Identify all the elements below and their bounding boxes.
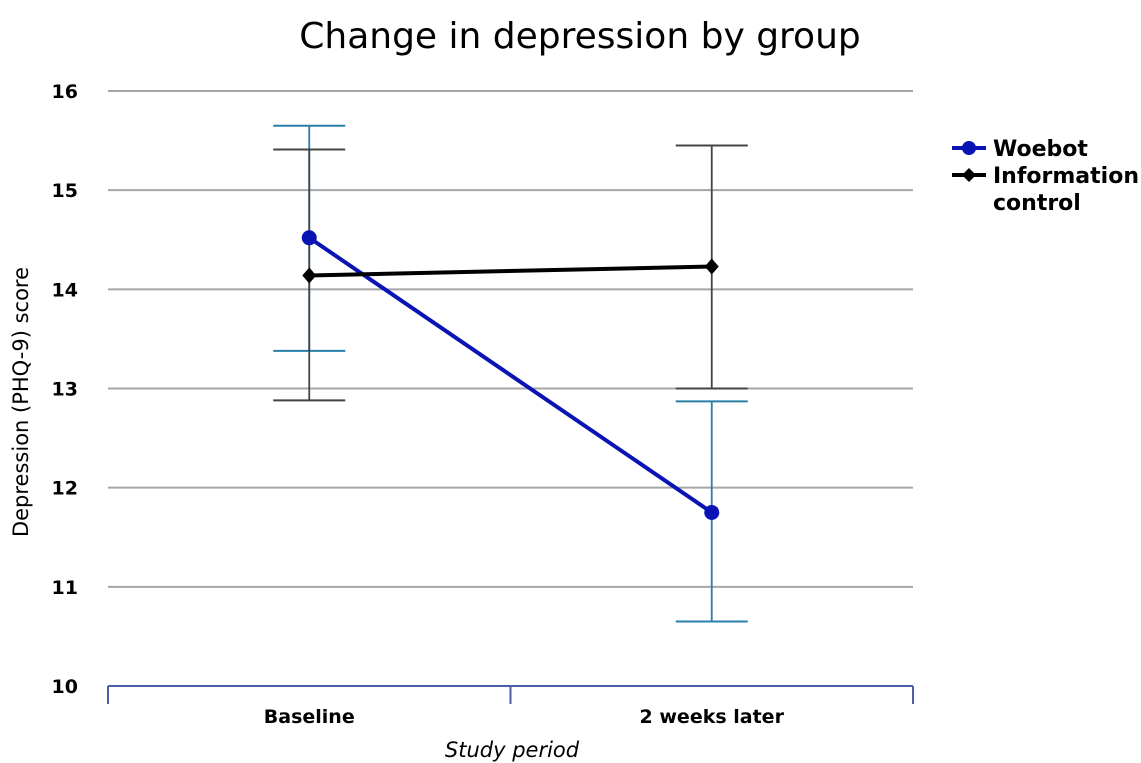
y-tick-label: 15 xyxy=(52,180,78,202)
data-point xyxy=(302,267,317,284)
series-lines xyxy=(308,236,713,515)
x-tick-label: 2 weeks later xyxy=(640,706,785,728)
y-tick-label: 14 xyxy=(52,279,78,301)
legend-label-line: Woebot xyxy=(993,137,1088,162)
chart-title: Change in depression by group xyxy=(299,16,861,57)
series-line xyxy=(308,236,713,515)
series-line xyxy=(309,264,712,278)
y-tick-label: 16 xyxy=(52,81,78,103)
y-axis-label: Depression (PHQ-9) score xyxy=(9,267,33,537)
data-point xyxy=(301,230,317,246)
x-axis: Baseline 2 weeks later xyxy=(107,685,914,728)
data-point xyxy=(704,504,720,520)
y-axis-ticks: 10 11 12 13 14 15 16 xyxy=(52,81,78,698)
legend-marker xyxy=(962,141,976,155)
x-tick-label: Baseline xyxy=(264,706,355,728)
legend-marker xyxy=(962,168,976,182)
y-tick-label: 12 xyxy=(52,478,78,500)
legend-label-line: Information xyxy=(993,164,1139,189)
y-tick-label: 13 xyxy=(52,379,78,401)
x-axis-label: Study period xyxy=(445,738,580,762)
y-tick-label: 10 xyxy=(52,676,78,698)
gridlines xyxy=(108,90,913,588)
data-point xyxy=(704,258,719,275)
legend-label: Woebot xyxy=(993,137,1088,162)
legend-label-line: control xyxy=(993,191,1081,216)
legend-label: Information control xyxy=(993,164,1139,216)
series-markers xyxy=(301,230,720,520)
y-tick-label: 11 xyxy=(52,577,78,599)
